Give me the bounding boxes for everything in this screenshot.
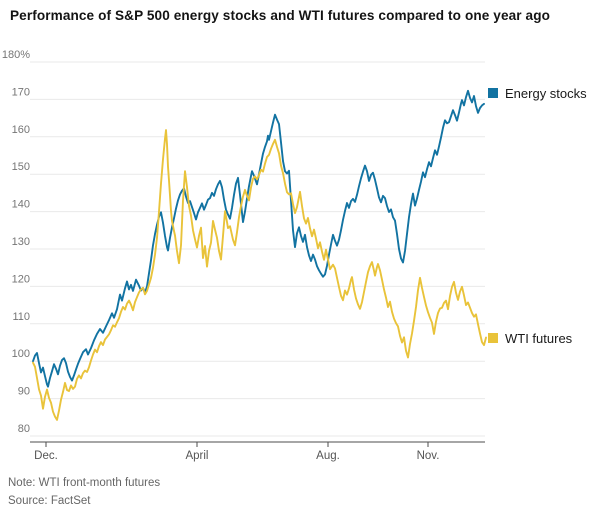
svg-text:110: 110 (12, 311, 30, 323)
svg-text:90: 90 (18, 386, 30, 398)
svg-text:Dec.: Dec. (34, 450, 58, 462)
svg-text:160: 160 (12, 124, 30, 136)
legend-wti-futures: WTI futures (488, 331, 572, 346)
series-line-wti-futures (32, 129, 487, 421)
series-line-energy-stocks (32, 89, 485, 388)
chart-note: Note: WTI front-month futures (8, 477, 161, 489)
svg-text:120: 120 (12, 273, 30, 285)
svg-text:140: 140 (12, 199, 30, 211)
chart-source: Source: FactSet (8, 495, 91, 507)
chart-title: Performance of S&P 500 energy stocks and… (10, 8, 551, 23)
legend-energy-stocks-label: Energy stocks (505, 86, 587, 101)
energy-stocks-swatch-icon (488, 88, 498, 98)
svg-text:180%: 180% (2, 49, 30, 61)
legend-energy-stocks: Energy stocks (488, 86, 587, 101)
svg-text:April: April (185, 450, 208, 462)
svg-text:Nov.: Nov. (417, 450, 440, 462)
y-axis-labels: 80 90 100 110 120 130 140 150 160 170 180% (2, 49, 30, 435)
wti-futures-swatch-icon (488, 333, 498, 343)
svg-text:130: 130 (12, 236, 30, 248)
legend-wti-futures-label: WTI futures (505, 331, 573, 346)
svg-text:100: 100 (12, 348, 30, 360)
x-axis: Dec. April Aug. Nov. (30, 441, 485, 462)
svg-text:170: 170 (12, 86, 30, 98)
gridlines (30, 61, 485, 437)
svg-text:80: 80 (18, 423, 30, 435)
svg-text:150: 150 (12, 161, 30, 173)
svg-text:Aug.: Aug. (316, 450, 340, 462)
